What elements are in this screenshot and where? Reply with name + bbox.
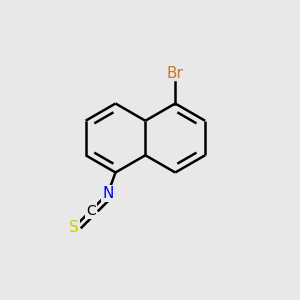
- Text: N: N: [102, 186, 113, 201]
- Text: S: S: [69, 220, 79, 235]
- Text: C: C: [86, 204, 96, 218]
- Text: Br: Br: [167, 66, 184, 81]
